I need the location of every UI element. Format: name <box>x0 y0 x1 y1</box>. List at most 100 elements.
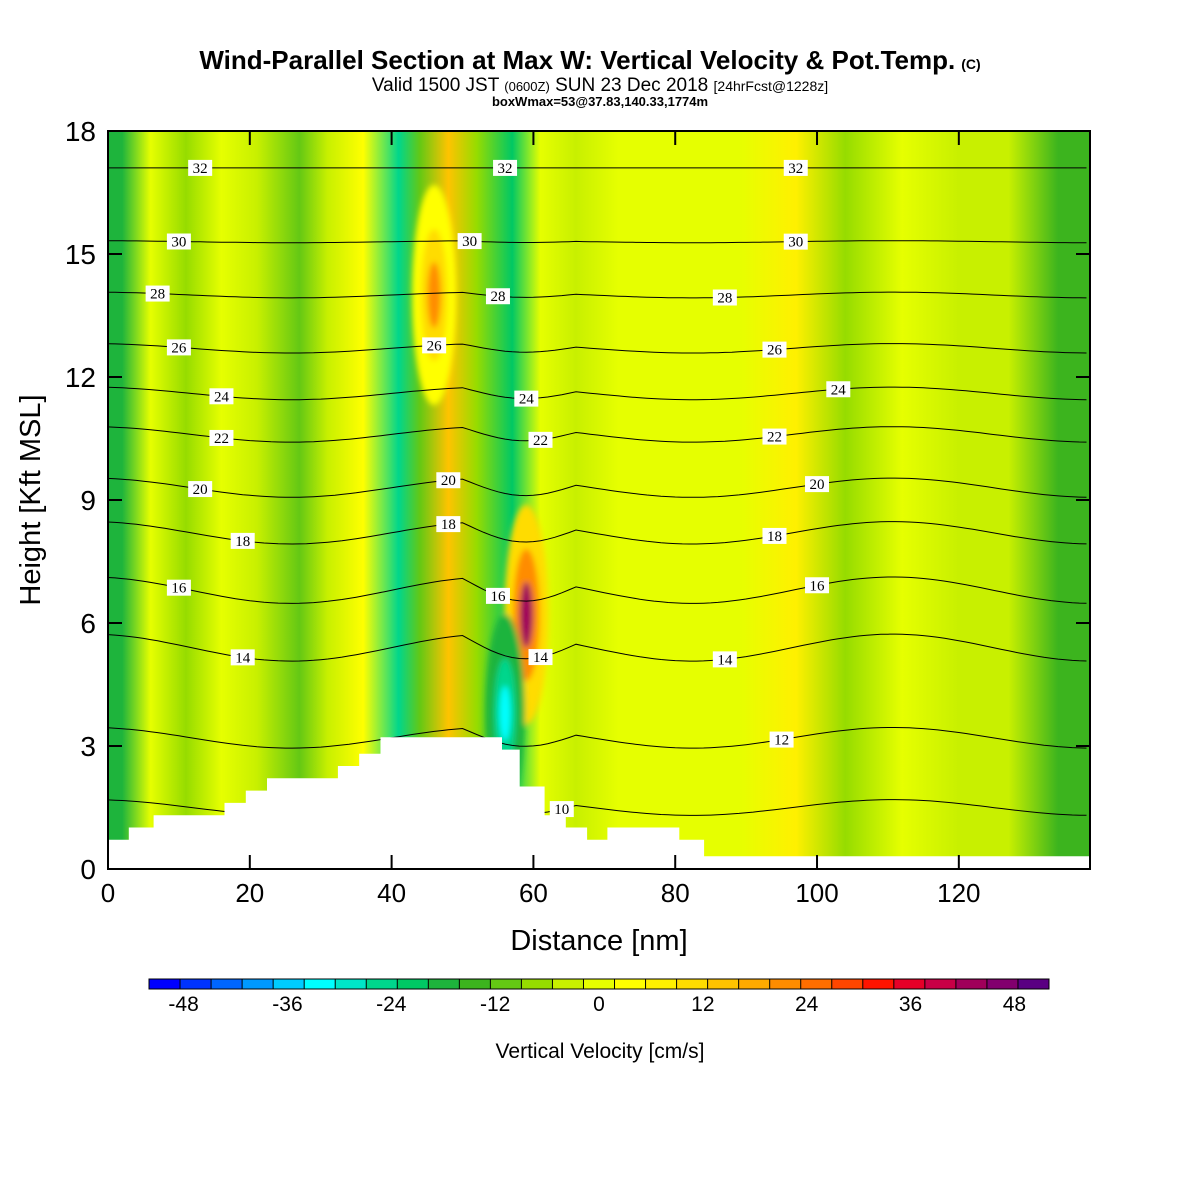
colorbar-swatch <box>955 979 988 989</box>
isentrope-label: 24 <box>209 388 234 405</box>
isentrope-24 <box>108 386 1087 401</box>
colorbar-swatch <box>769 979 802 989</box>
y-axis-label: Height [Kft MSL] <box>15 394 47 605</box>
y-tick-label: 9 <box>80 485 96 516</box>
svg-text:32: 32 <box>498 161 513 177</box>
colorbar-swatch <box>893 979 926 989</box>
colorbar-swatch <box>707 979 739 989</box>
colorbar-swatch <box>211 979 243 989</box>
svg-text:30: 30 <box>171 235 186 251</box>
colorbar-swatch <box>397 979 429 989</box>
isentrope-label: 28 <box>145 285 170 303</box>
isentrope-label: 20 <box>188 481 213 498</box>
isentrope-label: 18 <box>762 527 787 545</box>
valid-utc: (0600Z) <box>504 79 550 94</box>
isentrope-label: 26 <box>166 339 191 356</box>
y-tick-label: 18 <box>65 116 96 147</box>
svg-text:14: 14 <box>717 652 733 668</box>
colorbar-swatch <box>304 979 336 989</box>
isentrope-label: 10 <box>549 801 574 818</box>
svg-text:32: 32 <box>788 161 803 177</box>
svg-text:28: 28 <box>150 287 165 303</box>
isentrope-22 <box>108 426 1087 443</box>
colorbar-tick-label: 24 <box>795 993 819 1016</box>
colorbar-swatch <box>583 979 615 989</box>
svg-text:16: 16 <box>810 578 826 594</box>
svg-text:10: 10 <box>554 802 569 818</box>
isentrope-26 <box>108 343 1087 354</box>
svg-text:16: 16 <box>171 581 187 597</box>
colorbar-swatch <box>800 979 833 989</box>
svg-text:20: 20 <box>441 473 456 489</box>
svg-text:30: 30 <box>462 234 477 250</box>
isentrope-label: 28 <box>485 288 510 305</box>
svg-text:32: 32 <box>193 161 208 177</box>
svg-text:22: 22 <box>214 431 229 447</box>
isentrope-label: 14 <box>230 649 255 666</box>
velocity-core-2 <box>427 262 441 328</box>
isentrope-label: 22 <box>528 431 553 449</box>
colorbar-tick-label: 12 <box>691 993 714 1016</box>
velocity-bands <box>108 131 1090 869</box>
isentrope-14 <box>108 633 1087 662</box>
colorbar-swatch <box>676 979 708 989</box>
isentrope-label: 24 <box>514 390 539 408</box>
y-axis: 0 3 6 9 12 15 18 <box>65 116 1090 885</box>
x-tick-label: 40 <box>377 878 406 908</box>
isentrope-label: 20 <box>805 476 830 493</box>
isentrope-label: 16 <box>805 577 830 594</box>
colorbar-frame <box>148 978 1050 990</box>
colorbar-tick-label: -12 <box>480 993 510 1016</box>
colorbar-tick-label: 48 <box>1003 993 1026 1016</box>
isentrope-label: 16 <box>166 579 191 597</box>
isentrope-label: 14 <box>712 651 737 668</box>
colorbar-swatch <box>180 979 212 989</box>
isentrope-label: 14 <box>528 649 553 666</box>
isentrope-label: 26 <box>762 341 787 359</box>
isentrope-label: 16 <box>485 587 510 605</box>
svg-text:18: 18 <box>235 534 250 550</box>
svg-text:26: 26 <box>767 343 783 359</box>
x-tick-label: 80 <box>661 878 690 908</box>
y-tick-label: 15 <box>65 239 96 270</box>
y-tick-label: 12 <box>65 362 96 393</box>
x-axis: 0 20 40 60 80 100 120 <box>101 131 981 908</box>
isentrope-label: 18 <box>436 516 461 533</box>
svg-text:26: 26 <box>427 338 443 354</box>
svg-text:28: 28 <box>490 289 505 305</box>
colorbar-swatch <box>862 979 895 989</box>
x-axis-label: Distance [nm] <box>510 925 687 957</box>
velocity-core-1 <box>499 685 511 741</box>
svg-text:12: 12 <box>774 733 789 749</box>
colorbar-swatch <box>490 979 522 989</box>
colorbar-swatch <box>366 979 398 989</box>
isentrope-label: 30 <box>166 233 191 251</box>
svg-text:22: 22 <box>533 433 548 449</box>
isentrope-12 <box>108 727 1087 749</box>
svg-text:18: 18 <box>441 517 456 533</box>
svg-text:26: 26 <box>171 340 187 356</box>
colorbar-label: Vertical Velocity [cm/s] <box>496 1040 705 1063</box>
colorbar-swatch <box>242 979 274 989</box>
isentrope-20 <box>108 477 1087 498</box>
terrain <box>108 737 1090 869</box>
colorbar-swatch <box>335 979 367 989</box>
svg-text:24: 24 <box>214 389 230 405</box>
velocity-core-0 <box>519 581 533 648</box>
svg-text:24: 24 <box>519 392 535 408</box>
svg-text:30: 30 <box>788 235 803 251</box>
colorbar-swatch <box>831 979 864 989</box>
isentrope-label: 32 <box>783 159 808 177</box>
colorbar-swatch <box>149 979 181 989</box>
isentrope-label: 26 <box>422 337 447 354</box>
svg-text:20: 20 <box>810 477 825 493</box>
colorbar: -48 -36 -24 -12 0 12 24 36 48 <box>148 978 1050 1016</box>
x-tick-label: 60 <box>519 878 548 908</box>
chart-title: Wind-Parallel Section at Max W: Vertical… <box>199 45 980 75</box>
colorbar-swatch <box>521 979 553 989</box>
colorbar-tick-label: 36 <box>899 993 922 1016</box>
colorbar-swatch <box>1017 979 1050 989</box>
isentrope-label: 28 <box>712 289 737 307</box>
isentrope-label: 20 <box>436 472 461 489</box>
